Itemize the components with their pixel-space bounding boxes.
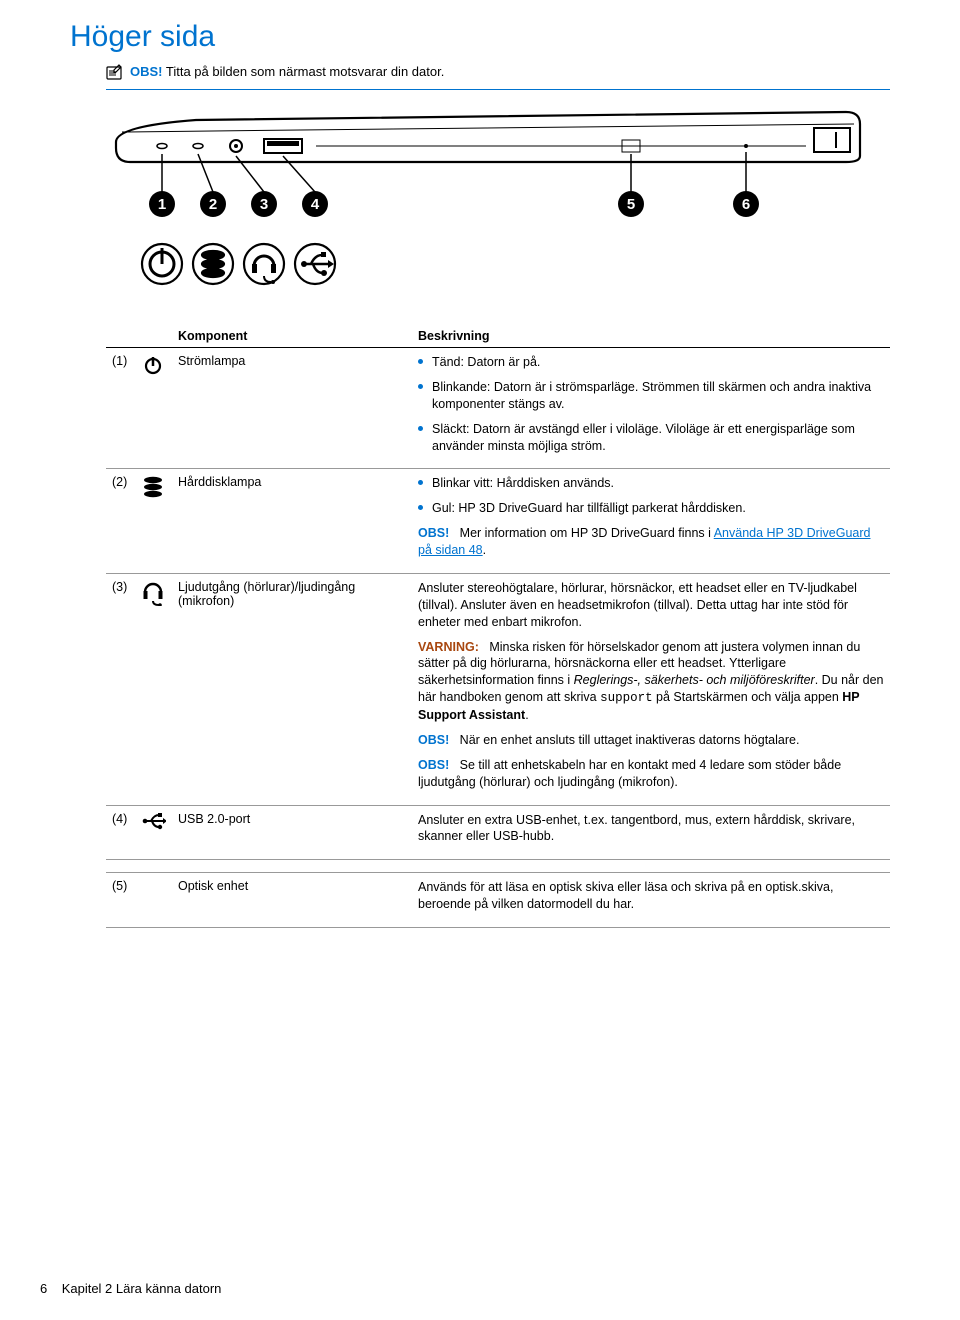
note-icon (106, 64, 124, 85)
desc-paragraph: Ansluter en extra USB-enhet, t.ex. tange… (418, 812, 884, 846)
svg-text:2: 2 (209, 196, 217, 213)
bullet: Släckt: Datorn är avstängd eller i vilol… (418, 421, 884, 455)
row-comp: USB 2.0-port (172, 805, 412, 860)
obs-label: OBS! (418, 758, 449, 772)
obs-body: Titta på bilden som närmast motsvarar di… (166, 64, 444, 79)
component-table: Komponent Beskrivning (1) Strömlampa Tän… (106, 325, 890, 928)
desc-paragraph: Ansluter stereohögtalare, hörlurar, hörs… (418, 580, 884, 631)
page-footer: 6 Kapitel 2 Lära känna datorn (40, 1281, 221, 1296)
table-row: (2) Hårddisklampa Blinkar vitt: Hårddisk… (106, 469, 890, 574)
chapter-label: Kapitel 2 Lära känna datorn (62, 1281, 222, 1296)
warning-paragraph: VARNING: Minska risken för hörselskador … (418, 639, 884, 724)
note-paragraph: OBS! När en enhet ansluts till uttaget i… (418, 732, 884, 749)
row-comp: Strömlampa (172, 348, 412, 469)
row-num: (4) (106, 805, 136, 860)
bullet: Blinkande: Datorn är i strömsparläge. St… (418, 379, 884, 413)
laptop-side-diagram: 1 2 3 4 5 6 (106, 104, 890, 307)
th-description: Beskrivning (412, 325, 890, 348)
row-num: (5) (106, 873, 136, 928)
usb-icon (136, 805, 172, 860)
th-component: Komponent (172, 325, 412, 348)
note-text: OBS! Titta på bilden som närmast motsvar… (130, 64, 444, 79)
svg-text:5: 5 (627, 196, 635, 213)
row-comp: Optisk enhet (172, 873, 412, 928)
table-row: (1) Strömlampa Tänd: Datorn är på. Blink… (106, 348, 890, 469)
divider (106, 89, 890, 90)
obs-label: OBS! (418, 526, 449, 540)
bullet: Blinkar vitt: Hårddisken används. (418, 475, 884, 492)
desc-paragraph: Används för att läsa en optisk skiva ell… (418, 879, 884, 913)
obs-label: OBS! (418, 733, 449, 747)
page-title: Höger sida (70, 20, 890, 54)
svg-text:6: 6 (742, 196, 750, 213)
svg-text:4: 4 (311, 196, 320, 213)
bullet: Tänd: Datorn är på. (418, 354, 884, 371)
power-icon (136, 348, 172, 469)
obs-label: OBS! (130, 64, 163, 79)
table-row: (4) USB 2.0-port Ansluter en extra USB-e… (106, 805, 890, 860)
row-comp: Ljudutgång (hörlurar)/ljudingång (mikrof… (172, 573, 412, 805)
row-num: (3) (106, 573, 136, 805)
table-row: (3) Ljudutgång (hörlurar)/ljudingång (mi… (106, 573, 890, 805)
warning-label: VARNING: (418, 640, 479, 654)
row-num: (1) (106, 348, 136, 469)
top-note: OBS! Titta på bilden som närmast motsvar… (106, 64, 890, 85)
note-paragraph: OBS! Mer information om HP 3D DriveGuard… (418, 525, 884, 559)
svg-text:1: 1 (158, 196, 166, 213)
disk-icon (136, 469, 172, 574)
note-paragraph: OBS! Se till att enhetskabeln har en kon… (418, 757, 884, 791)
row-comp: Hårddisklampa (172, 469, 412, 574)
headphones-icon (136, 573, 172, 805)
bullet: Gul: HP 3D DriveGuard har tillfälligt pa… (418, 500, 884, 517)
page-number: 6 (40, 1281, 47, 1296)
table-row: (5) Optisk enhet Används för att läsa en… (106, 873, 890, 928)
svg-text:3: 3 (260, 196, 268, 213)
row-num: (2) (106, 469, 136, 574)
